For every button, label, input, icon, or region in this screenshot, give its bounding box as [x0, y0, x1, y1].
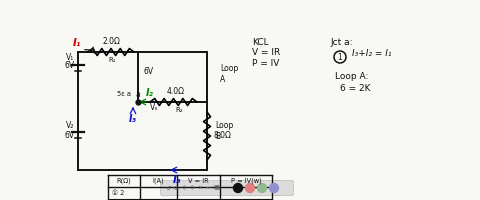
Text: P = IV(w): P = IV(w)	[230, 178, 262, 184]
Text: C: C	[174, 186, 178, 190]
Text: R₂: R₂	[176, 107, 183, 113]
Text: ◇: ◇	[190, 186, 194, 190]
Text: 6V: 6V	[65, 62, 75, 71]
Text: R(Ω): R(Ω)	[117, 178, 132, 184]
Text: V = IR: V = IR	[252, 48, 280, 57]
Text: 6 = 2K: 6 = 2K	[340, 84, 371, 93]
Text: V₂: V₂	[66, 121, 74, 130]
Text: R₁: R₁	[108, 57, 116, 63]
Text: a: a	[136, 90, 141, 99]
Text: 1: 1	[337, 52, 342, 62]
Text: Loop
A: Loop A	[220, 64, 238, 84]
Text: 4.0Ω: 4.0Ω	[167, 87, 184, 96]
Text: ↺: ↺	[166, 186, 170, 190]
Text: Vₓ: Vₓ	[150, 104, 158, 112]
Text: 8.0Ω: 8.0Ω	[214, 132, 232, 140]
Text: V₁: V₁	[66, 52, 74, 62]
Text: ×: ×	[197, 186, 203, 190]
Text: I₂: I₂	[146, 88, 154, 98]
Text: Jct a:: Jct a:	[330, 38, 352, 47]
Text: KCL: KCL	[252, 38, 269, 47]
Text: Loop A:: Loop A:	[335, 72, 368, 81]
Text: ▣: ▣	[213, 186, 219, 190]
Text: Loop
B: Loop B	[215, 121, 233, 141]
Text: 6V: 6V	[143, 68, 153, 76]
Text: 6V: 6V	[65, 130, 75, 140]
Text: ◇: ◇	[181, 186, 186, 190]
Circle shape	[245, 184, 254, 192]
FancyBboxPatch shape	[160, 180, 293, 196]
Text: I(A): I(A)	[153, 178, 164, 184]
Text: 2.0Ω: 2.0Ω	[102, 37, 120, 46]
Text: V = IR: V = IR	[188, 178, 209, 184]
Text: P = IV: P = IV	[252, 59, 279, 68]
Text: I₃: I₃	[129, 114, 137, 124]
Text: I₃+I₂ = I₁: I₃+I₂ = I₁	[352, 49, 392, 58]
Circle shape	[257, 184, 266, 192]
Text: ① 2: ① 2	[112, 190, 124, 196]
Text: I₁: I₁	[73, 38, 81, 48]
Circle shape	[233, 184, 242, 192]
Text: 5ε a: 5ε a	[117, 91, 131, 97]
Text: I₃: I₃	[173, 175, 181, 185]
Text: ✒: ✒	[205, 186, 211, 190]
Circle shape	[269, 184, 278, 192]
